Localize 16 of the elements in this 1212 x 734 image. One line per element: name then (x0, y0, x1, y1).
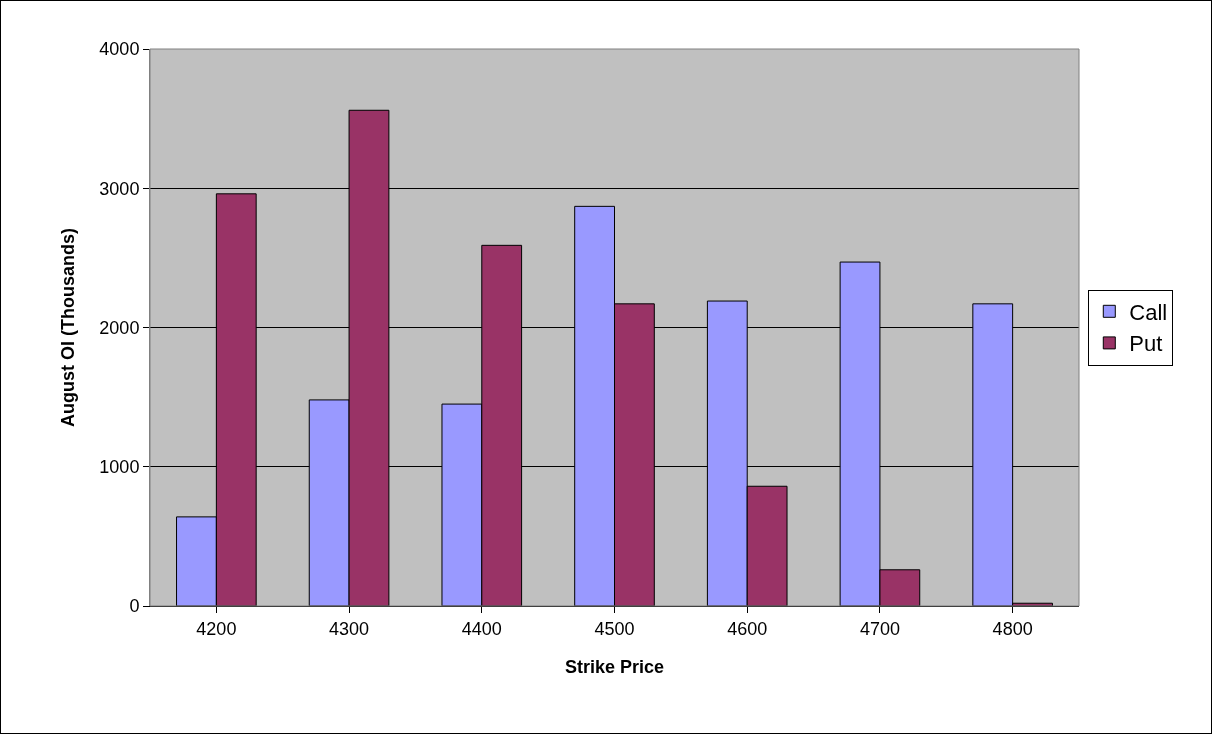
y-tick-label: 4000 (99, 39, 140, 60)
y-tick-label: 2000 (99, 317, 140, 338)
y-tick-label: 3000 (99, 178, 140, 199)
x-tick-label: 4800 (992, 618, 1033, 639)
legend-label: Call (1129, 299, 1168, 325)
y-tick-label: 0 (129, 596, 140, 617)
x-tick-label: 4200 (196, 618, 237, 639)
x-tick-label: 4500 (594, 618, 635, 639)
legend-label: Put (1129, 331, 1163, 357)
y-tick-label: 1000 (99, 457, 140, 478)
x-tick-label: 4700 (859, 618, 900, 639)
x-axis-title: Strike Price (564, 656, 665, 677)
x-tick-label: 4300 (329, 618, 370, 639)
y-axis-title: August OI (Thousands) (57, 228, 78, 427)
x-tick-label: 4600 (727, 618, 768, 639)
x-tick-label: 4400 (461, 618, 502, 639)
